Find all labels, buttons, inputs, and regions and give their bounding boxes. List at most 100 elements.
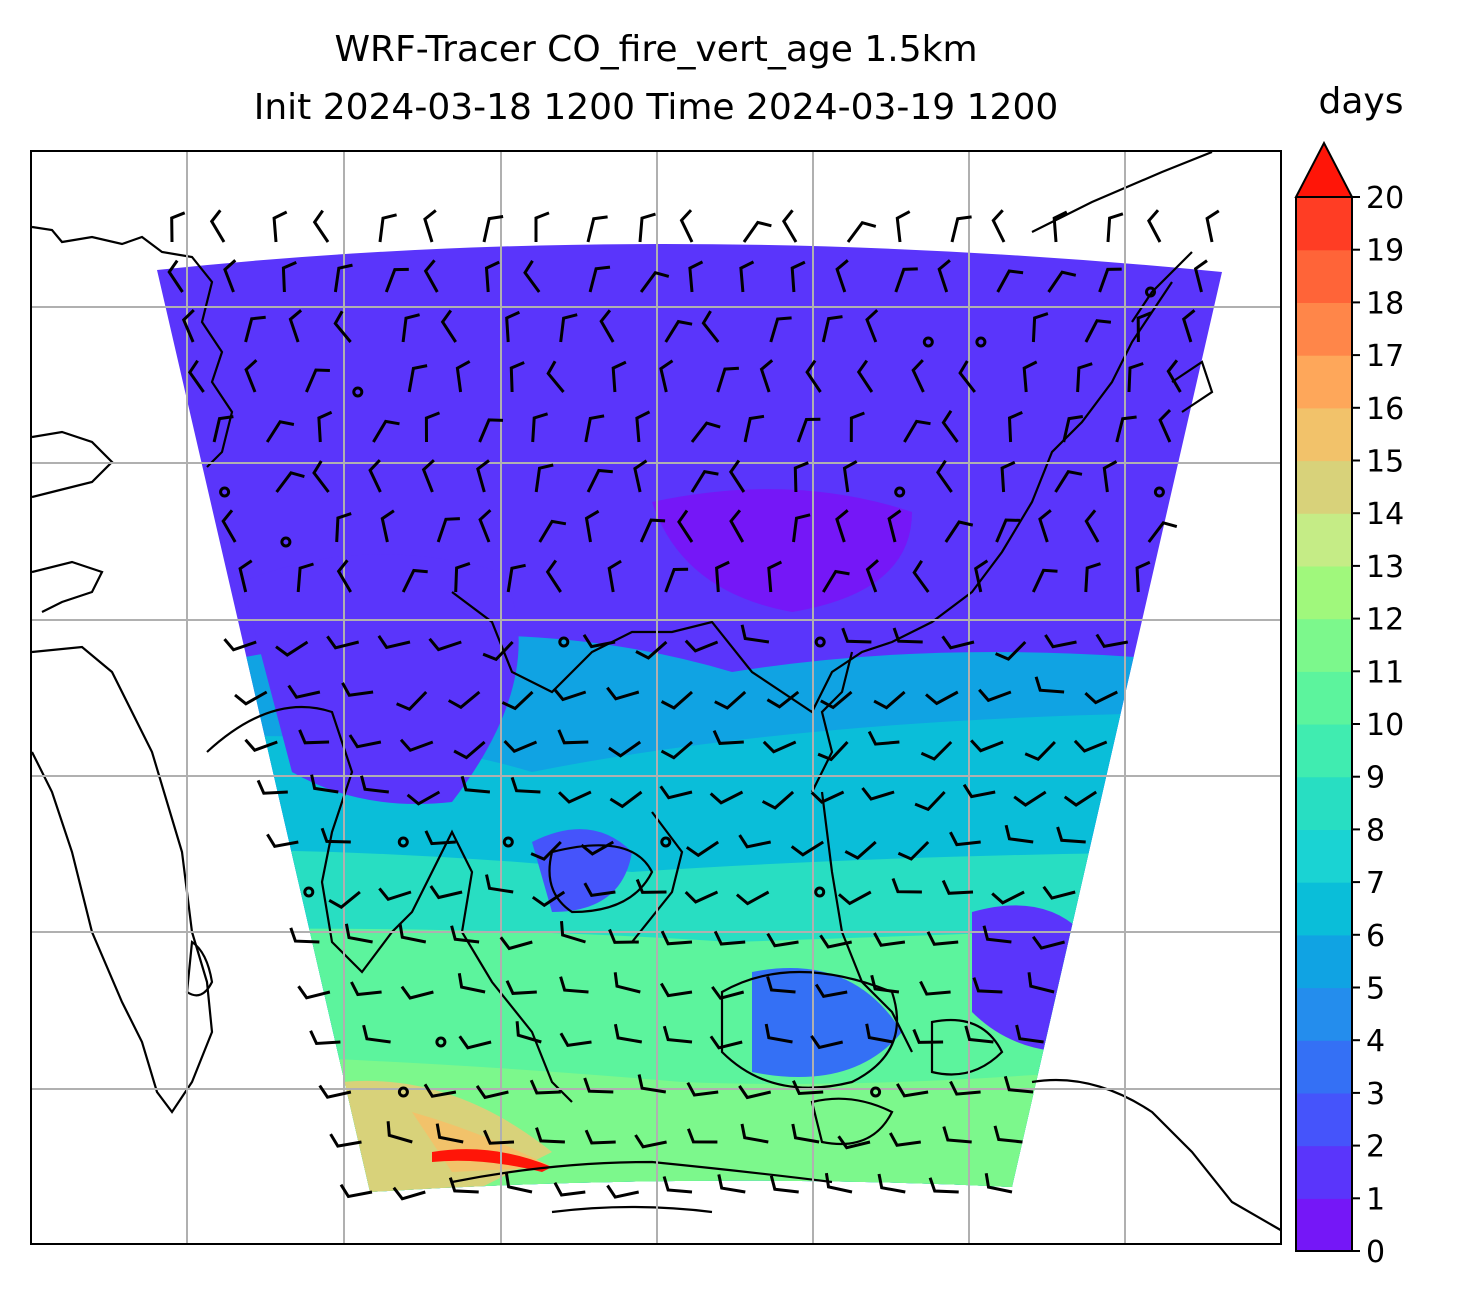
calm-circle-119 <box>1153 486 1165 498</box>
wind-barb-92 <box>743 414 765 443</box>
wind-barb-32 <box>739 260 755 293</box>
wind-barb-185 <box>766 690 800 709</box>
wind-barb-192 <box>244 738 278 752</box>
wind-barb-128 <box>639 518 666 543</box>
wind-barb-222 <box>914 790 946 812</box>
wind-barb-112 <box>793 461 809 493</box>
wind-barb-133 <box>887 509 902 543</box>
wind-barb-123 <box>380 509 395 543</box>
wind-barb-189 <box>978 688 1012 703</box>
wind-barb-187 <box>873 690 906 710</box>
wind-barb-215 <box>558 790 592 804</box>
wind-barb-334 <box>504 1172 533 1194</box>
colorbar-tick-label: 17 <box>1366 339 1404 374</box>
wind-barb-262 <box>499 936 533 951</box>
wind-barb-21 <box>167 259 184 293</box>
colorbar-segment-5 <box>1296 934 1352 989</box>
wind-barb-157 <box>223 638 257 652</box>
wind-barb-289 <box>362 1024 391 1044</box>
wind-barb-317 <box>329 1133 362 1148</box>
wind-barb-77 <box>958 360 976 393</box>
wind-barb-307 <box>529 1079 561 1095</box>
wind-barb-188 <box>925 690 959 706</box>
calm-circle-65 <box>352 386 364 398</box>
wind-barb-337 <box>662 1176 693 1194</box>
wind-barb-74 <box>805 359 822 393</box>
colorbar-frame <box>1295 197 1353 1252</box>
wind-barb-75 <box>856 359 874 393</box>
wind-barb-265 <box>660 930 693 946</box>
calm-circle-121 <box>280 536 292 548</box>
wind-barb-89 <box>584 414 605 443</box>
colorbar-tick-label: 12 <box>1366 603 1404 638</box>
wind-barb-303 <box>318 1084 352 1099</box>
wind-barb-116 <box>1000 460 1016 493</box>
wind-barb-274 <box>350 981 382 997</box>
wind-barb-115 <box>935 459 953 493</box>
wind-barb-138 <box>1147 521 1178 543</box>
wind-barb-15 <box>950 215 972 243</box>
wind-barb-26 <box>423 259 439 293</box>
coastline-4 <box>185 940 214 997</box>
calm-circle-168 <box>814 636 826 648</box>
coastline-2 <box>32 560 104 613</box>
wind-barb-62 <box>187 359 205 393</box>
wind-barb-175 <box>234 690 268 706</box>
wind-barb-81 <box>1166 359 1182 393</box>
coastlines <box>32 152 1280 1231</box>
wind-barb-174 <box>1095 633 1129 649</box>
colorbar-tick-label: 7 <box>1366 866 1385 901</box>
colorbar-segment-16 <box>1296 355 1352 409</box>
field-patch-borneo <box>752 968 902 1077</box>
colorbar-tick-label: 11 <box>1366 655 1404 690</box>
wind-barb-97 <box>1007 411 1023 443</box>
wind-barb-299 <box>865 1023 894 1044</box>
wind-barb-270 <box>926 931 959 946</box>
wind-barb-151 <box>865 559 879 593</box>
coastline-1 <box>32 430 114 499</box>
wind-barb-141 <box>336 559 352 593</box>
coastline-3 <box>32 645 214 1114</box>
wind-barb-158 <box>275 640 309 657</box>
colorbar-tick-label: 16 <box>1366 392 1404 427</box>
wind-barb-60 <box>1136 311 1152 343</box>
colorbar-segment-0 <box>1296 1198 1352 1252</box>
wind-barb-207 <box>1024 740 1056 761</box>
colorbar-tick-label: 3 <box>1366 1077 1385 1112</box>
wind-barb-25 <box>384 267 409 293</box>
wind-barb-59 <box>1084 319 1112 343</box>
wind-barb-295 <box>662 1025 693 1044</box>
wind-barb-55 <box>865 309 879 343</box>
wind-barb-1 <box>209 209 226 243</box>
wind-barb-66 <box>407 364 428 393</box>
coastline-6 <box>451 281 1173 714</box>
coastline-0 <box>32 225 234 468</box>
wind-barb-150 <box>822 569 850 593</box>
colorbar-segment-1 <box>1296 1145 1352 1199</box>
wind-barb-306 <box>475 1085 509 1100</box>
calm-circle-242 <box>303 886 315 898</box>
wind-barb-324 <box>686 1128 718 1144</box>
wind-barb-143 <box>454 561 471 593</box>
colorbar-segment-3 <box>1296 1040 1352 1094</box>
wind-barb-7 <box>534 211 550 242</box>
wind-barb-169 <box>841 627 872 644</box>
coastline-11 <box>720 970 899 1089</box>
wind-barb-23 <box>281 261 297 293</box>
calm-circle-313 <box>870 1086 882 1098</box>
wind-barb-298 <box>810 1035 844 1050</box>
wind-barb-107 <box>534 463 554 493</box>
wind-barb-3 <box>312 209 330 243</box>
wind-barb-41 <box>1193 259 1208 293</box>
wind-barb-44 <box>288 309 303 343</box>
wind-barb-87 <box>478 418 504 443</box>
calm-circle-304 <box>397 1086 409 1098</box>
wind-barb-170 <box>892 627 923 644</box>
wind-barb-197 <box>503 740 538 753</box>
wind-barb-38 <box>1047 270 1077 293</box>
wind-barb-71 <box>659 359 674 393</box>
wind-barb-53 <box>769 316 792 343</box>
coastline-5 <box>206 705 573 1103</box>
map-plot-area <box>30 150 1282 1245</box>
wind-barb-285 <box>919 980 951 996</box>
